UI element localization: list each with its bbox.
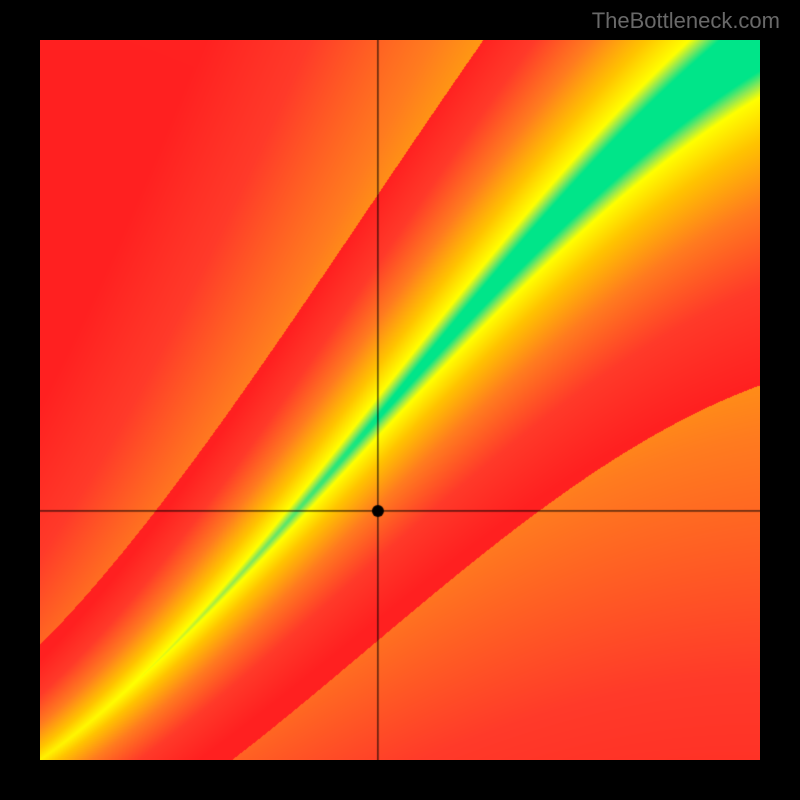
bottleneck-heatmap: [40, 40, 760, 760]
watermark-text: TheBottleneck.com: [592, 8, 780, 34]
crosshair-overlay: [40, 40, 760, 760]
